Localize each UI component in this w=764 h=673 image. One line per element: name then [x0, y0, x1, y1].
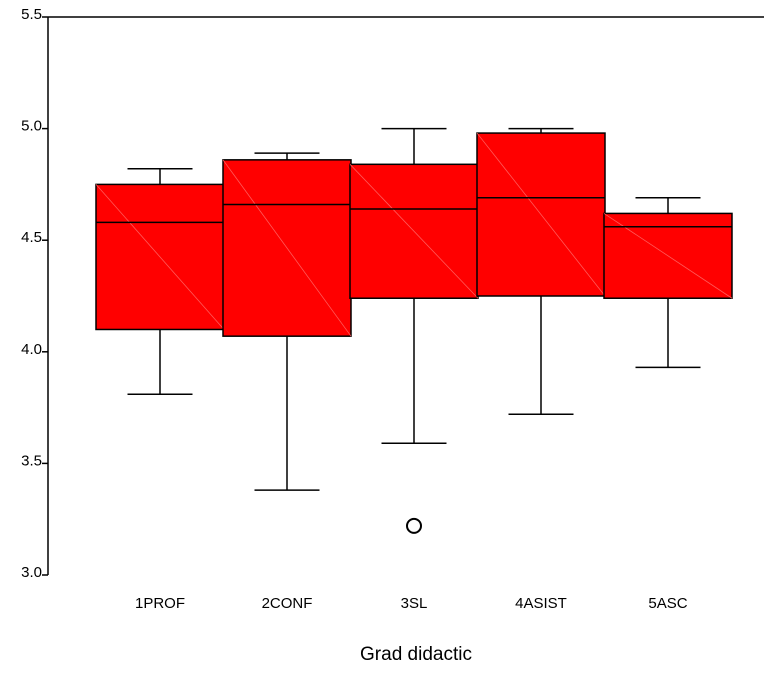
- box-diagonal: [222, 159, 352, 337]
- y-tick-label: 5.5: [21, 6, 42, 23]
- y-tick-label: 3.5: [21, 452, 42, 469]
- box-diagonal: [95, 184, 225, 330]
- box-4ASIST: [476, 127, 606, 416]
- boxes-group: [95, 127, 733, 534]
- y-tick-label: 5.0: [21, 118, 42, 135]
- plot-frame: [47, 16, 764, 575]
- x-tick-label: 1PROF: [135, 595, 185, 612]
- x-tick-label: 3SL: [401, 595, 428, 612]
- x-tick-label: 5ASC: [648, 595, 687, 612]
- box-5ASC: [603, 197, 733, 369]
- outlier-point: [406, 517, 422, 534]
- y-tick-label: 4.0: [21, 341, 42, 358]
- y-tick-label: 4.5: [21, 229, 42, 246]
- box-1PROF: [95, 168, 225, 395]
- box-diagonal: [349, 164, 479, 299]
- box-diagonal: [476, 132, 606, 297]
- y-axis: 3.0 3.5 4.0 4.5 5.0 5.5: [21, 6, 48, 581]
- box-3SL: [349, 127, 479, 534]
- x-tick-label: 2CONF: [262, 595, 313, 612]
- x-axis-title: Grad didactic: [360, 644, 472, 665]
- x-tick-label: 4ASIST: [515, 595, 567, 612]
- box-2CONF: [222, 152, 352, 491]
- y-tick-label: 3.0: [21, 564, 42, 581]
- x-axis: 1PROF 2CONF 3SL 4ASIST 5ASC: [135, 595, 688, 612]
